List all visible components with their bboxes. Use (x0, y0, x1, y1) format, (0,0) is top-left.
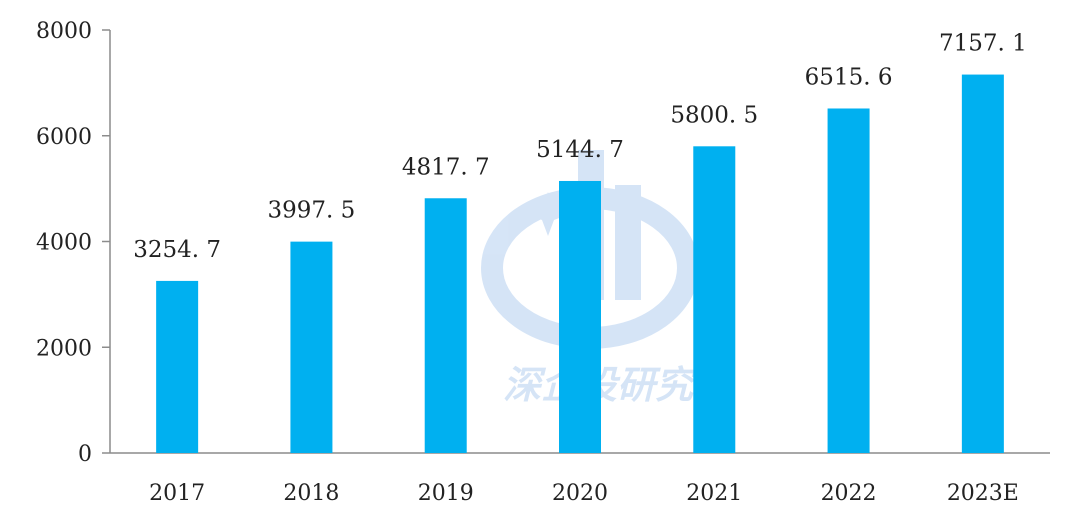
axes: 0 2000 4000 6000 8000 2017 2018 2019 2020 2021 202… (36, 19, 1050, 506)
x-tick-label: 2023E (947, 481, 1019, 506)
x-tick-label: 2018 (283, 481, 339, 506)
data-label: 7157. 1 (939, 31, 1027, 57)
bars (156, 74, 1004, 454)
data-label: 6515. 6 (805, 64, 893, 90)
bar (827, 108, 870, 454)
x-tick-label: 2022 (821, 481, 877, 506)
y-tick-label: 8000 (36, 19, 92, 44)
bar (559, 180, 601, 453)
data-label: 5144. 7 (536, 137, 624, 163)
bar (693, 146, 736, 453)
bar (961, 74, 1004, 454)
x-tick-label: 2021 (686, 481, 742, 506)
x-tick-label: 2019 (418, 481, 474, 506)
data-label: 3997. 5 (268, 198, 356, 224)
y-tick-label: 6000 (36, 125, 92, 150)
bar (290, 241, 333, 453)
data-labels: 3254. 7 3997. 5 4817. 7 5144. 7 5800. 5 6515.… (133, 31, 1027, 263)
data-label: 4817. 7 (402, 154, 490, 180)
x-tick-label: 2020 (552, 481, 608, 506)
data-label: 5800. 5 (670, 102, 758, 128)
bar (156, 280, 199, 453)
x-tick-label: 2017 (149, 481, 205, 506)
y-tick-label: 2000 (36, 336, 92, 361)
data-label: 3254. 7 (133, 237, 221, 263)
y-tick-label: 0 (78, 442, 92, 467)
bar (424, 198, 467, 453)
y-tick-label: 4000 (36, 231, 92, 256)
